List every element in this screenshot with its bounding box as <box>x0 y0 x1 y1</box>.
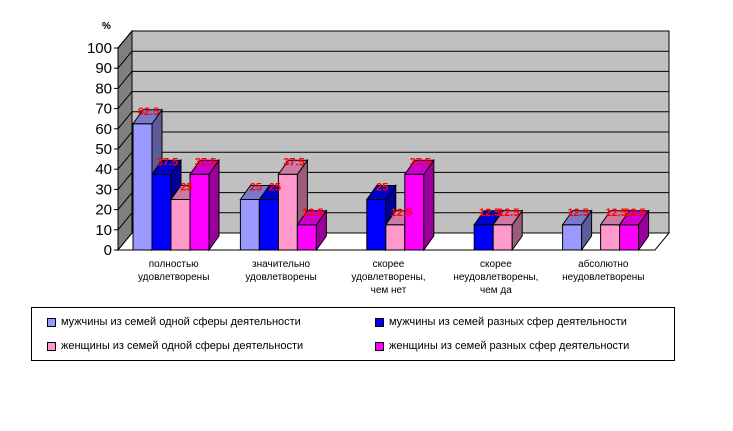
category-labels: полностью удовлетворены значительно удовлет… <box>138 258 644 296</box>
legend-label: женщины из семей разных сфер деятельност… <box>389 340 630 352</box>
data-label: 25 <box>180 182 192 194</box>
category-label: полностью удовлетворены <box>138 259 209 283</box>
bar <box>403 158 435 252</box>
y-tick-label: 30 <box>95 181 112 198</box>
legend-item-women-diff: женщины из семей разных сфер деятельност… <box>375 339 629 353</box>
data-labels: 62.5 37.5 25 37.5 25 25 37.5 12.5 25 12.5 37.5 12.5… <box>138 106 646 219</box>
y-unit-label: % <box>102 21 111 32</box>
legend: мужчины из семей одной сферы деятельност… <box>31 307 675 361</box>
data-label: 12.5 <box>498 207 519 219</box>
y-tick-label: 100 <box>87 40 112 57</box>
data-label: 12.5 <box>391 207 412 219</box>
y-tick-label: 50 <box>95 141 112 158</box>
bar <box>296 209 328 252</box>
bar <box>492 209 524 252</box>
data-label: 37.5 <box>157 156 178 168</box>
data-label: 12.5 <box>479 207 500 219</box>
legend-label: мужчины из семей одной сферы деятельност… <box>61 316 301 328</box>
y-tick-label: 0 <box>104 242 112 259</box>
data-label: 37.5 <box>283 156 304 168</box>
y-axis: 0 10 20 30 40 50 60 70 80 90 100 <box>87 40 119 259</box>
legend-swatch <box>375 341 384 351</box>
gridline <box>117 131 669 150</box>
y-tick-label: 90 <box>95 60 112 77</box>
data-label: 25 <box>376 182 388 194</box>
gridline <box>117 171 669 190</box>
data-label: 37.5 <box>410 156 431 168</box>
legend-item-women-same: женщины из семей одной сферы деятельност… <box>47 339 303 353</box>
data-label: 12.5 <box>567 207 588 219</box>
y-tick-label: 40 <box>95 161 112 178</box>
bar <box>618 209 650 252</box>
y-tick-label: 20 <box>95 202 112 219</box>
gridline <box>117 70 669 89</box>
category-label: скорее неудовлетворены, чем да <box>453 259 538 296</box>
y-tick-label: 60 <box>95 121 112 138</box>
legend-swatch <box>375 317 384 327</box>
data-label: 25 <box>250 182 262 194</box>
data-label: 62.5 <box>138 106 159 118</box>
data-label: 12.5 <box>605 207 626 219</box>
gridline <box>117 111 669 130</box>
gridline <box>117 192 669 210</box>
legend-item-men-same: мужчины из семей одной сферы деятельност… <box>47 315 301 329</box>
data-label: 12.5 <box>302 207 323 219</box>
legend-swatch <box>47 317 56 327</box>
bar <box>561 209 593 252</box>
category-label: значительно удовлетворены <box>245 259 316 283</box>
gridline <box>117 30 669 49</box>
gridline <box>117 151 669 170</box>
bar-chart: % 0 10 20 30 40 50 60 70 80 90 100 62.5 37.5 25 37.5 2… <box>87 21 671 296</box>
y-tick-label: 10 <box>95 222 112 239</box>
data-label: 12.5 <box>624 207 645 219</box>
data-label: 37.5 <box>195 156 216 168</box>
bars <box>132 108 650 252</box>
category-label: абсолютно неудовлетворены <box>562 258 644 283</box>
legend-label: мужчины из семей разных сфер деятельност… <box>389 316 627 328</box>
legend-item-men-diff: мужчины из семей разных сфер деятельност… <box>375 315 627 329</box>
gridline <box>117 91 669 109</box>
gridline <box>117 50 669 69</box>
legend-label: женщины из семей одной сферы деятельност… <box>61 340 304 352</box>
y-tick-label: 80 <box>95 80 112 97</box>
y-tick-label: 70 <box>95 101 112 118</box>
data-label: 25 <box>269 182 281 194</box>
bar <box>189 158 220 252</box>
category-label: скорее удовлетворены, чем нет <box>351 259 425 296</box>
legend-swatch <box>47 341 56 351</box>
